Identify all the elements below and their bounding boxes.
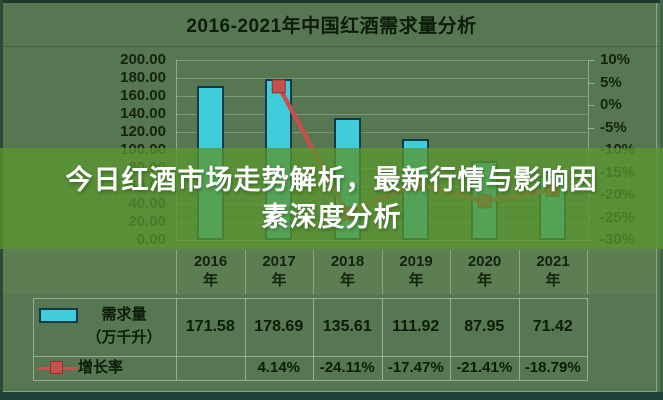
table-border-vertical <box>33 298 34 380</box>
y-axis-right-tick <box>588 127 594 129</box>
x-axis-label-2016: 2016 年 <box>176 252 245 290</box>
x-axis-label-2020: 2020 年 <box>450 252 519 290</box>
x-axis-year-suffix: 年 <box>476 272 492 289</box>
x-axis-column-separator <box>244 250 246 294</box>
table-border-vertical <box>518 298 520 380</box>
x-axis-year-suffix: 年 <box>545 272 561 289</box>
y-axis-right-tick <box>588 105 594 106</box>
demand-value-cell: 171.58 <box>185 318 235 335</box>
y-axis-right-tick-label: 0% <box>600 96 622 113</box>
table-border-vertical <box>176 298 177 380</box>
y-axis-right-tick <box>588 82 594 84</box>
x-axis-year: 2019 <box>399 253 433 270</box>
y-axis-right-tick-label: 10% <box>600 51 631 68</box>
y-axis-left-tick-label: 160.00 <box>120 87 166 104</box>
growth-value-cell: 4.14% <box>257 359 301 376</box>
gridline <box>176 60 587 61</box>
gridline <box>176 132 587 133</box>
x-axis-year: 2017 <box>262 253 296 270</box>
table-border-vertical <box>381 298 383 380</box>
y-axis-left-tick-label: 140.00 <box>120 105 166 122</box>
headline-overlay-banner: 今日红酒市场走势解析，最新行情与影响因 素深度分析 <box>0 148 663 249</box>
growth-value-cell: -21.41% <box>456 359 513 376</box>
demand-value-cell: 71.42 <box>532 318 573 335</box>
demand-value-cell: 111.92 <box>392 318 440 335</box>
demand-value-cell: 87.95 <box>464 318 505 335</box>
x-axis-row-background <box>3 249 657 294</box>
x-axis-label-2017: 2017 年 <box>245 252 314 290</box>
x-axis-year: 2021 <box>536 253 570 270</box>
x-axis-column-separator <box>381 250 383 294</box>
x-axis-year-suffix: 年 <box>271 272 287 289</box>
x-axis-year-suffix: 年 <box>202 272 218 289</box>
x-axis-column-separator <box>518 250 520 294</box>
demand-legend-swatch <box>39 308 78 323</box>
x-axis-year-suffix: 年 <box>339 272 355 289</box>
x-axis-year: 2018 <box>330 253 365 270</box>
x-axis-label-2019: 2019 年 <box>382 252 451 290</box>
growth-value-cell: -18.79% <box>524 359 581 376</box>
top-border <box>0 0 663 3</box>
gridline <box>176 78 587 79</box>
x-axis-year: 2020 <box>467 253 502 270</box>
table-border-vertical <box>587 298 588 380</box>
x-axis-column-separator <box>587 250 588 294</box>
table-border-horizontal <box>33 298 588 299</box>
gridline <box>176 96 587 97</box>
growth-legend-marker-icon <box>50 361 63 374</box>
growth-value-cell <box>176 356 245 380</box>
y-axis-right-tick-label: -5% <box>600 118 627 136</box>
x-axis-column-separator <box>313 250 314 294</box>
demand-value-cell: 135.61 <box>322 318 372 335</box>
growth-series-name: 增长率 <box>78 359 124 376</box>
demand-series-name: 需求量 <box>101 306 147 323</box>
headline-line-1: 今日红酒市场走势解析，最新行情与影响因 <box>65 164 598 195</box>
y-axis-right-tick-label: 5% <box>600 73 622 91</box>
x-axis-year: 2016 <box>193 253 228 270</box>
table-border-vertical <box>313 298 314 380</box>
table-border-vertical <box>450 298 451 380</box>
inner-frame-bottom <box>3 391 657 392</box>
x-axis-column-separator <box>450 250 451 294</box>
x-axis-column-separator <box>176 250 177 294</box>
x-axis-year-suffix: 年 <box>408 272 424 289</box>
y-axis-left-tick-label: 120.00 <box>120 123 166 140</box>
y-axis-left-tick-label: 180.00 <box>120 69 166 86</box>
table-border-vertical <box>244 298 246 380</box>
title-divider <box>3 46 660 47</box>
chart-title: 2016-2021年中国红酒需求量分析 <box>186 16 477 37</box>
growth-value-cell: -17.47% <box>387 359 444 376</box>
y-axis-left-tick-label: 200.00 <box>120 51 166 68</box>
x-axis-label-2021: 2021 年 <box>519 252 588 290</box>
headline-line-2: 素深度分析 <box>261 201 402 232</box>
bottom-border <box>0 392 663 400</box>
demand-series-unit: （万千升） <box>86 329 162 346</box>
demand-value-cell: 178.69 <box>254 318 304 335</box>
gridline <box>176 114 587 115</box>
x-axis-label-2018: 2018 年 <box>313 252 382 290</box>
growth-value-cell: -24.11% <box>319 359 375 376</box>
demand-legend-label: 需求量 （万千升） <box>74 303 174 349</box>
table-border-horizontal <box>33 356 588 357</box>
y-axis-right-tick <box>588 60 594 61</box>
table-border-horizontal <box>33 380 588 381</box>
growth-line-marker <box>271 79 286 94</box>
